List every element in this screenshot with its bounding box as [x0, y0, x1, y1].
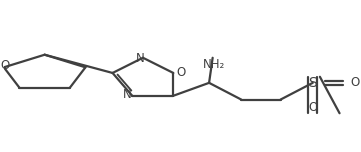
Text: S: S [308, 76, 317, 90]
Text: O: O [308, 101, 317, 114]
Text: O: O [177, 66, 186, 79]
Text: O: O [0, 59, 9, 72]
Text: O: O [350, 76, 360, 89]
Text: N: N [123, 88, 132, 101]
Text: N: N [136, 52, 144, 65]
Text: NH₂: NH₂ [203, 58, 226, 71]
